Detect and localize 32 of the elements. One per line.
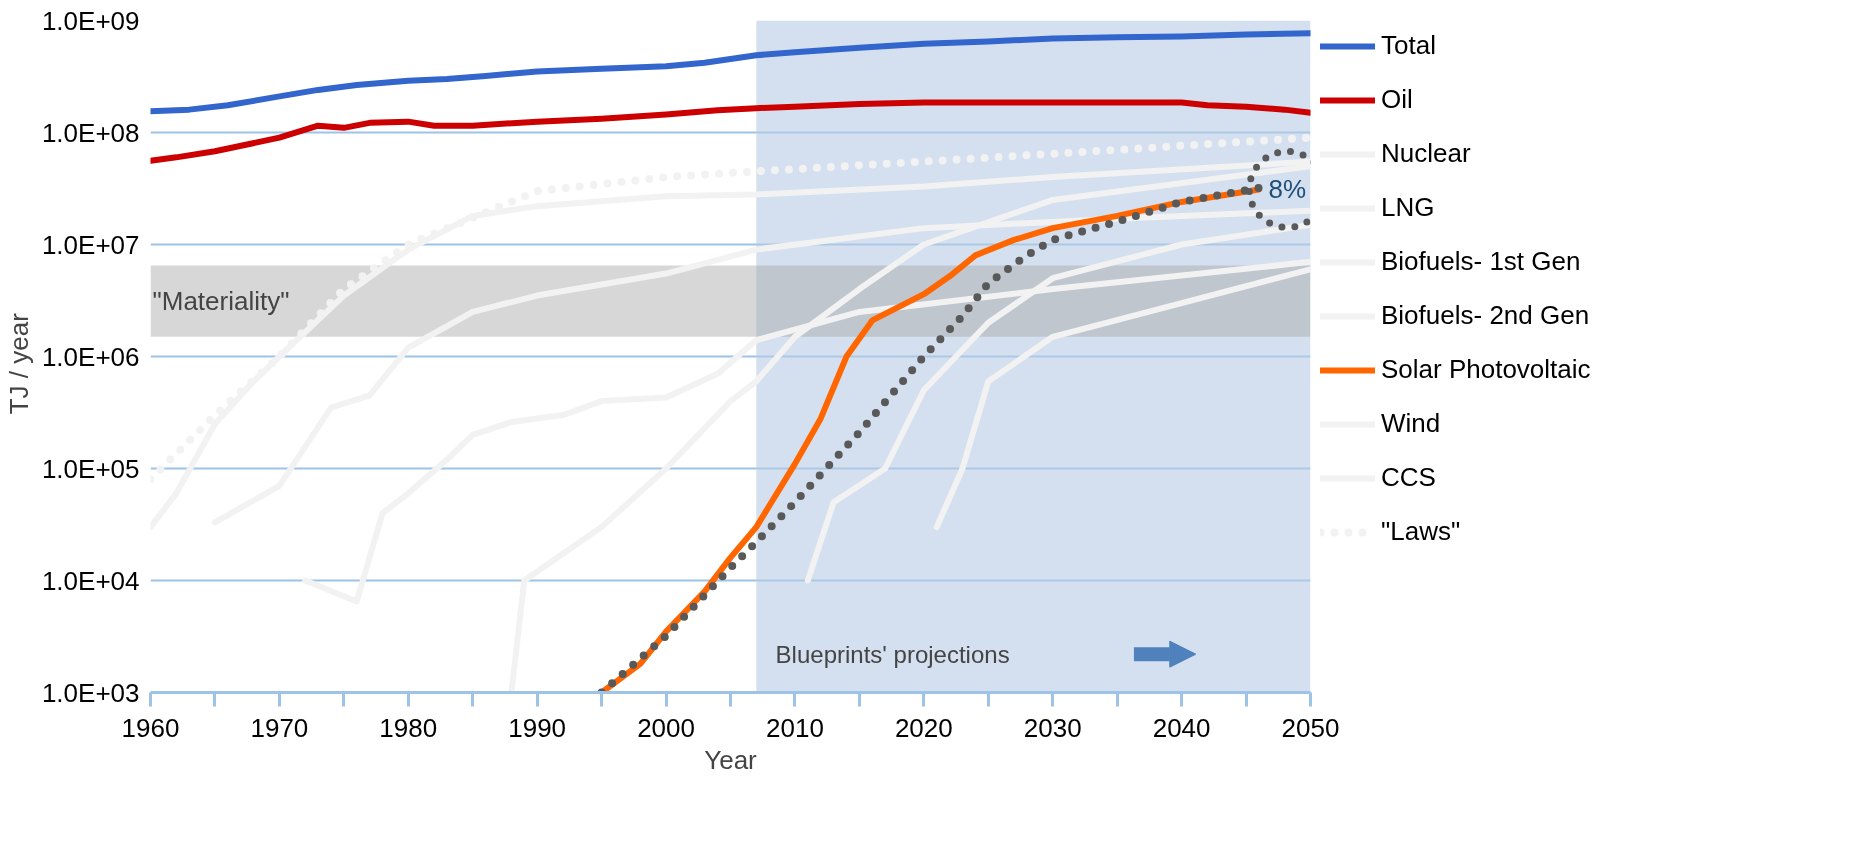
annotation: 8% bbox=[1268, 174, 1307, 205]
y-tick-label: 1.0E+05 bbox=[41, 453, 140, 484]
x-tick-label: 2010 bbox=[766, 712, 824, 743]
legend-label: "Laws" bbox=[1381, 516, 1461, 547]
y-tick-label: 1.0E+04 bbox=[41, 565, 140, 596]
y-axis-title: TJ / year bbox=[3, 312, 34, 415]
legend-label: Oil bbox=[1381, 84, 1413, 115]
legend-label: Nuclear bbox=[1381, 138, 1471, 169]
legend-label: LNG bbox=[1381, 192, 1435, 223]
legend-label: Biofuels- 2nd Gen bbox=[1381, 300, 1590, 331]
y-tick-label: 1.0E+06 bbox=[41, 341, 140, 372]
x-tick-label: 2030 bbox=[1023, 712, 1082, 743]
legend-label: Wind bbox=[1381, 408, 1441, 439]
x-axis-title: Year bbox=[704, 744, 758, 775]
x-tick-label: 2040 bbox=[1152, 712, 1211, 743]
band-label: Blueprints' projections bbox=[775, 640, 1010, 668]
x-tick-label: 1960 bbox=[121, 712, 180, 743]
y-tick-label: 1.0E+03 bbox=[41, 677, 140, 708]
x-tick-label: 1970 bbox=[250, 712, 309, 743]
x-tick-label: 1990 bbox=[508, 712, 567, 743]
legend-label: Total bbox=[1381, 30, 1436, 61]
x-tick-label: 1980 bbox=[379, 712, 438, 743]
y-tick-label: 1.0E+08 bbox=[41, 117, 140, 148]
x-tick-label: 2050 bbox=[1281, 712, 1340, 743]
x-tick-label: 2020 bbox=[894, 712, 953, 743]
x-tick-label: 2000 bbox=[637, 712, 695, 743]
y-tick-label: 1.0E+09 bbox=[41, 5, 140, 36]
legend-label: Biofuels- 1st Gen bbox=[1381, 246, 1581, 277]
legend-label: CCS bbox=[1381, 462, 1436, 493]
band-label: "Materiality" bbox=[152, 286, 290, 317]
y-tick-label: 1.0E+07 bbox=[41, 229, 140, 260]
legend-label: Solar Photovoltaic bbox=[1381, 354, 1591, 385]
